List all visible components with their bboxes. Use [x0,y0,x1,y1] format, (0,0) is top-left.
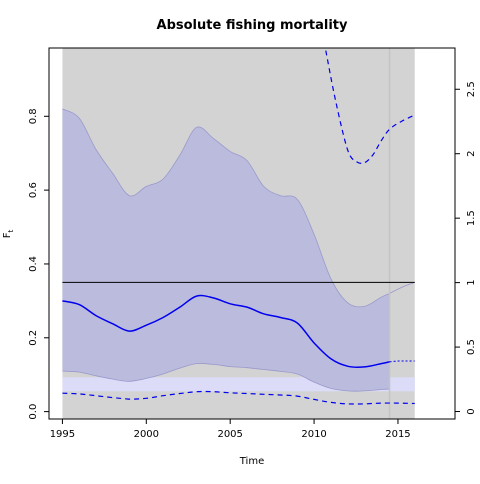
y-tick-label: 0.6 [28,182,39,198]
plot-frame [48,47,456,420]
x-tick-label: 2015 [385,429,410,440]
right-tick-label: 2 [466,151,477,157]
y-axis-label-subscript: t [7,229,15,232]
x-tick-label: 1995 [50,429,75,440]
right-tick-label: 2.5 [466,81,477,97]
x-tick-label: 2005 [217,429,242,440]
estimate-line [62,294,390,369]
y-tick-label: 0.0 [28,404,39,420]
y-axis-label: Ft [2,229,15,238]
ci-lower-line [62,363,390,392]
x-tick-label: 2000 [134,429,159,440]
ci-upper-line [62,108,390,308]
y-tick-label: 0.2 [28,330,39,346]
estimate-projection-line [389,360,415,363]
y-tick-label: 0.8 [28,108,39,124]
right-tick-label: 0.5 [466,339,477,355]
y-axis-label-main: F [2,232,13,238]
plot-area [62,48,415,419]
x-axis-label: Time [239,456,264,467]
y-tick-label: 0.4 [28,256,39,272]
x-tick-label: 2010 [301,429,326,440]
axes: 1995 2000 2005 2010 2015 0.0 0.2 0.4 0.6 0.8 0 0.5 1… [28,81,477,440]
svg-text:Ft: Ft [2,229,15,238]
ci-upper-projection-line [389,282,415,294]
right-tick-label: 1 [466,279,477,285]
relative-dashed-line [325,50,415,164]
chart-title: Absolute fishing mortality [157,18,348,33]
right-tick-label: 0 [466,408,477,414]
confidence-band [62,108,390,392]
right-tick-label: 1.5 [466,210,477,226]
